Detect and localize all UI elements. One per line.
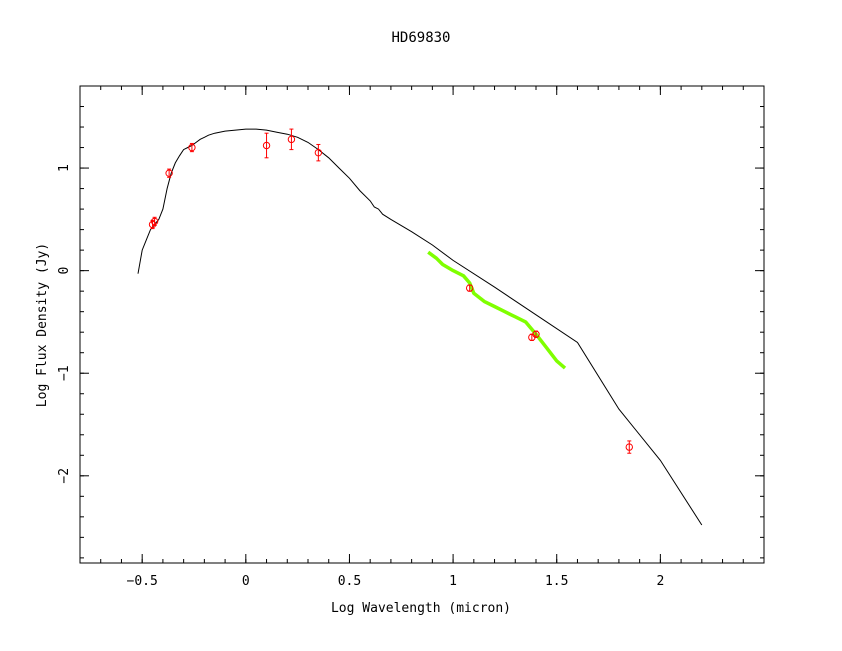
photometry-point (314, 148, 323, 157)
x-tick-label: 2 (656, 574, 664, 589)
x-axis-label: Log Wavelength (micron) (331, 601, 511, 616)
y-tick-label: 0 (57, 267, 72, 275)
photometry-point (287, 135, 296, 144)
x-tick-label: 1 (449, 574, 457, 589)
x-tick-label: 0.5 (338, 574, 361, 589)
photometry-point (532, 330, 540, 338)
x-axis-ticks: −0.5 0 0.5 1 1.5 2 (79, 86, 765, 589)
photometry-point (465, 284, 474, 292)
x-tick-label: 1.5 (545, 574, 568, 589)
y-tick-label: 1 (57, 164, 72, 172)
ir-spectrum-line (427, 250, 567, 370)
y-tick-label: −1 (57, 365, 72, 381)
x-tick-label: 0 (242, 574, 250, 589)
y-axis-label: Log Flux Density (Jy) (35, 243, 50, 407)
photometry-point (262, 141, 271, 150)
chart-title: HD69830 (391, 30, 450, 46)
photometry-point (625, 443, 633, 451)
plot-border (79, 85, 765, 564)
photometry-point (165, 169, 173, 177)
y-tick-label: −2 (57, 468, 72, 484)
y-axis-ticks: −2 −1 0 1 (57, 85, 764, 559)
x-tick-label: −0.5 (127, 574, 158, 589)
photometry-point (188, 143, 196, 152)
model-spectrum-line (137, 128, 703, 526)
photometry-point (150, 217, 159, 226)
series-layer (137, 128, 703, 526)
plot-frame (79, 85, 765, 564)
